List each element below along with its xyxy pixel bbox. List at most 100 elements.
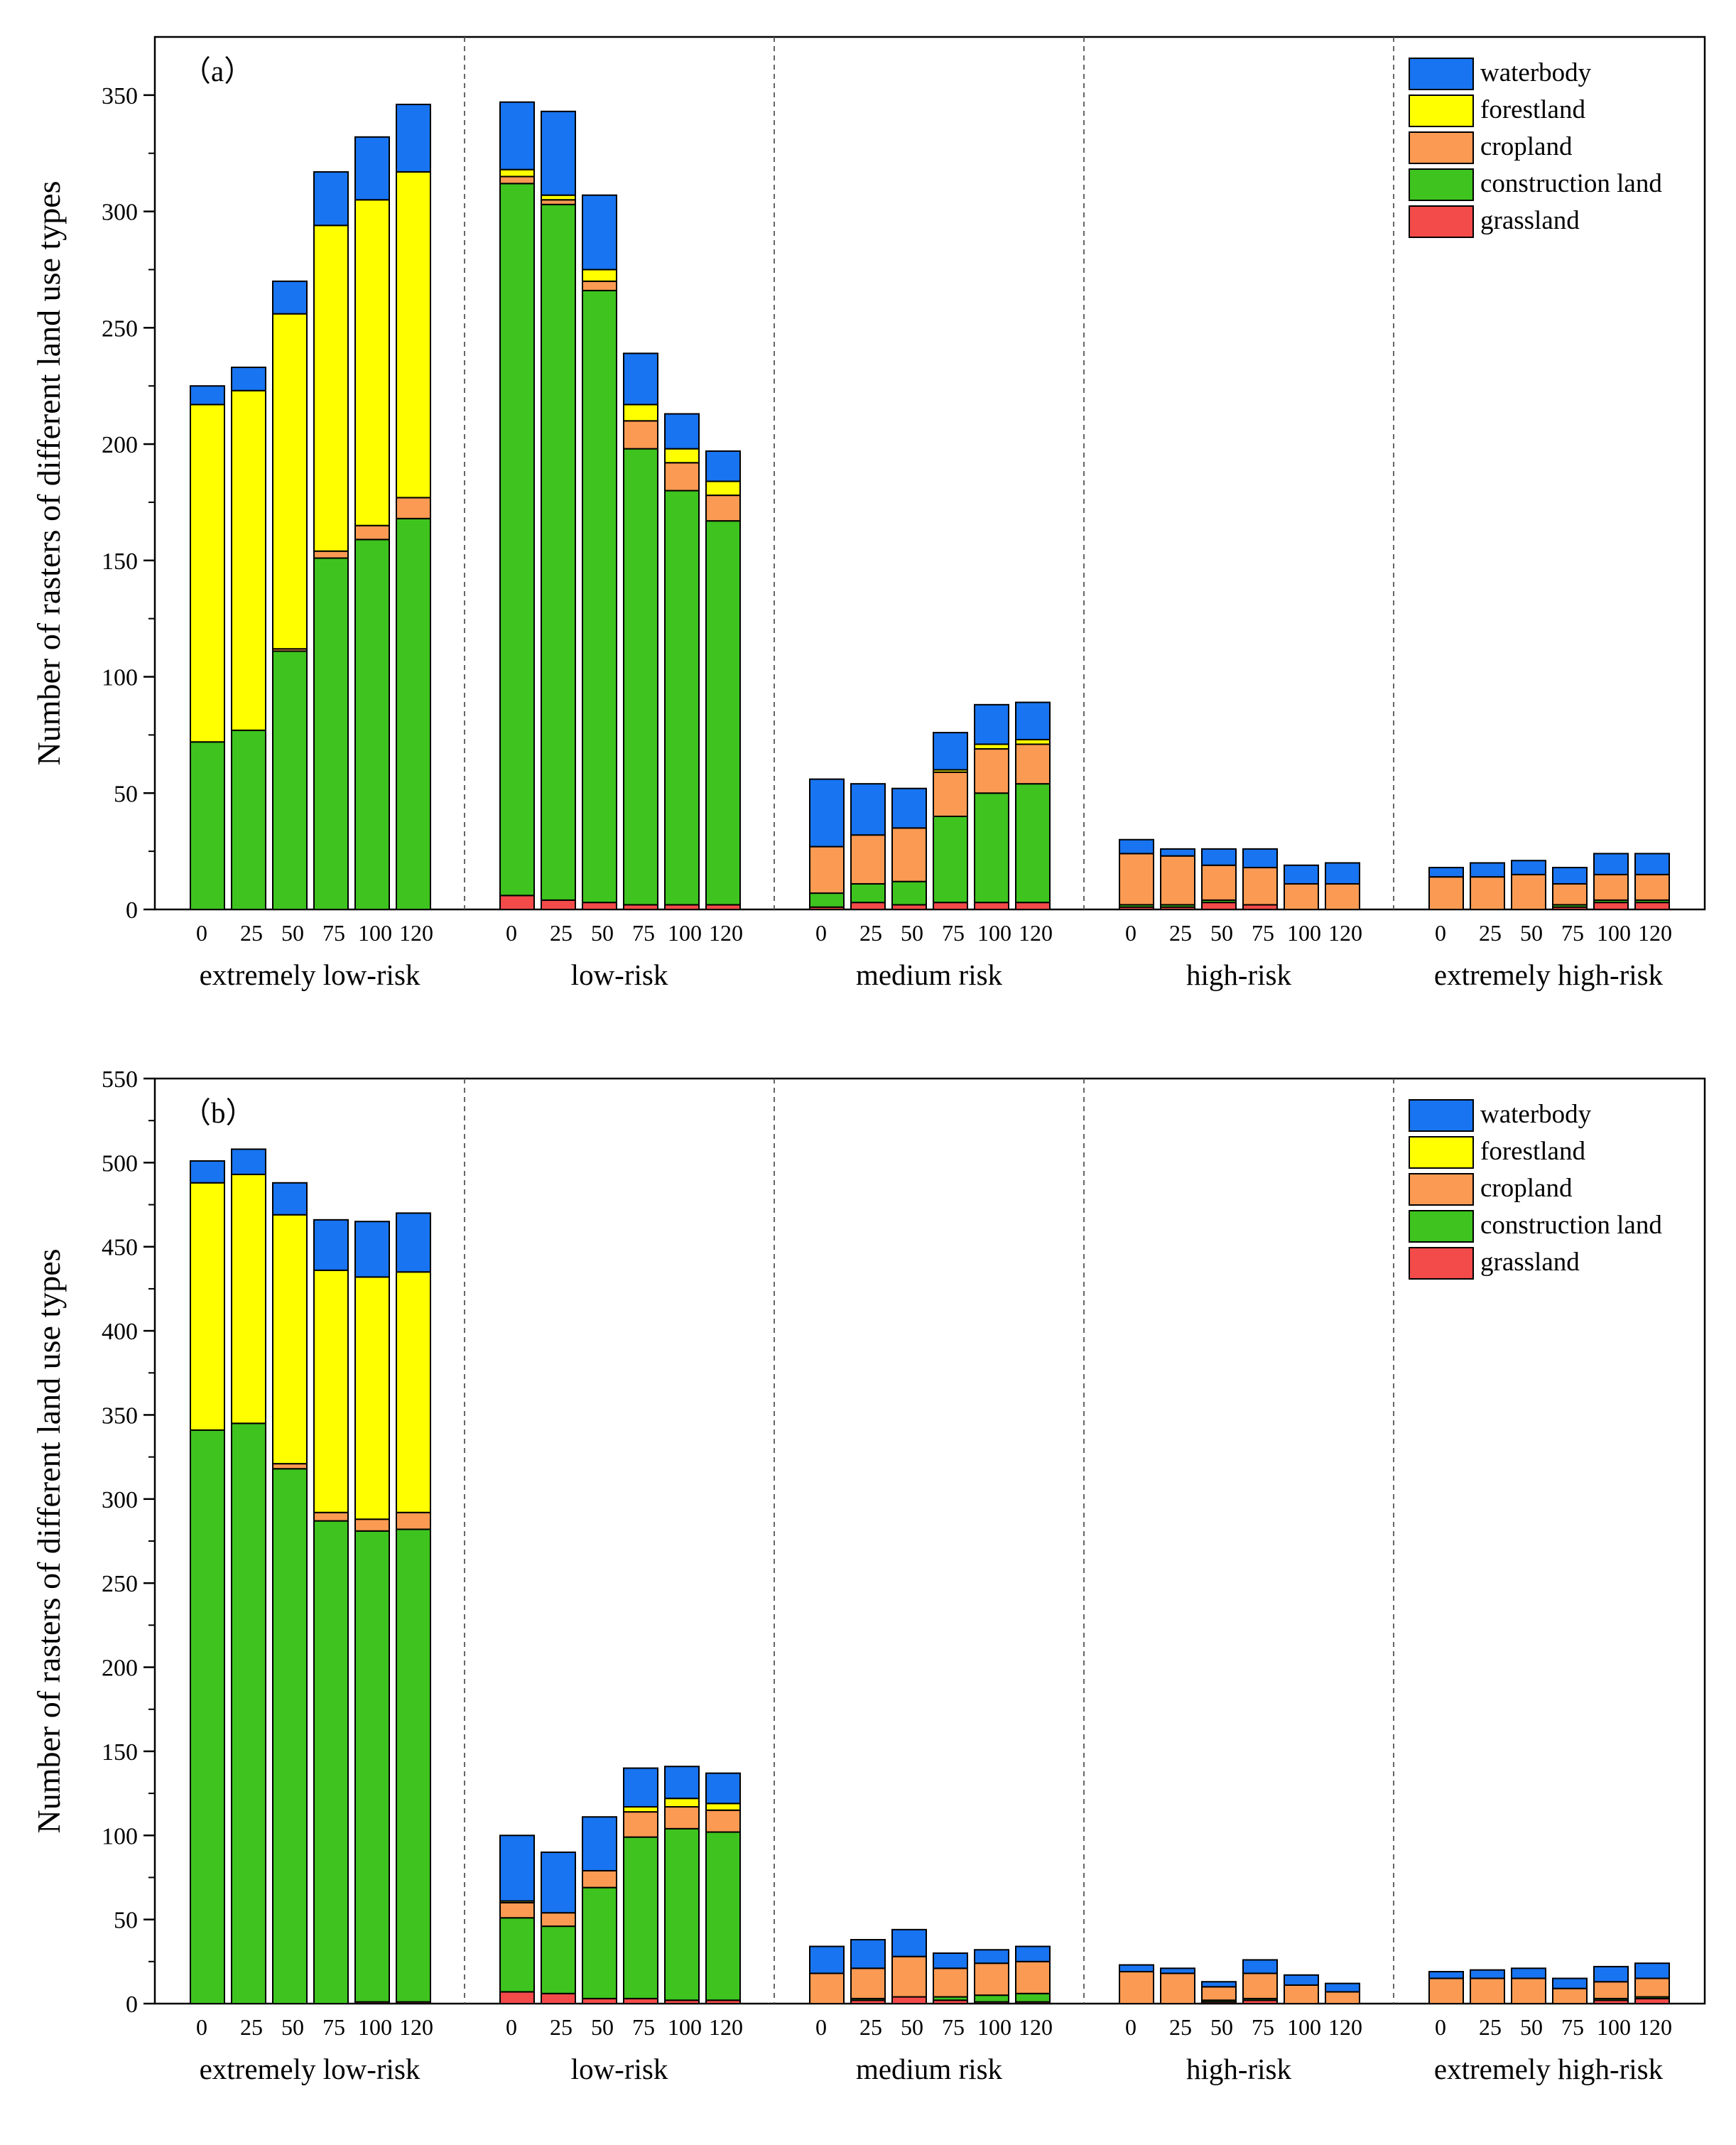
legend-swatch-grassland	[1409, 1247, 1474, 1280]
bar-segment-extremely-low-risk-75-waterbody	[313, 171, 349, 227]
y-tick-label: 350	[102, 83, 138, 109]
bar-segment-low-risk-75-forestland	[623, 404, 658, 422]
x-tick-label: 100	[977, 920, 1011, 946]
bar-segment-medium-risk-100-construction-land	[974, 1994, 1009, 2003]
bar-segment-extremely-high-risk-120-grassland	[1634, 902, 1670, 911]
bar-segment-extremely-high-risk-50-cropland	[1511, 873, 1546, 911]
bar-segment-extremely-high-risk-75-waterbody	[1552, 867, 1588, 885]
bar-segment-low-risk-100-construction-land	[664, 490, 700, 906]
bar-segment-extremely-high-risk-75-waterbody	[1552, 1977, 1588, 1989]
x-tick-label: 100	[1597, 2014, 1631, 2040]
bar-segment-extremely-low-risk-120-waterbody	[396, 103, 431, 173]
bar-segment-low-risk-0-waterbody	[499, 101, 535, 171]
bar-segment-low-risk-100-cropland	[664, 462, 700, 492]
bar-segment-medium-risk-0-cropland	[809, 845, 845, 895]
bar-segment-medium-risk-25-waterbody	[850, 783, 886, 836]
x-tick-label: 75	[322, 920, 345, 946]
bar-segment-extremely-high-risk-0-waterbody	[1428, 867, 1464, 878]
y-tick-label: 100	[102, 1823, 138, 1849]
x-tick-label: 0	[196, 2014, 207, 2040]
x-tick-label: 25	[1169, 920, 1192, 946]
bar-segment-high-risk-100-cropland	[1284, 882, 1319, 910]
bar-segment-extremely-low-risk-100-cropland	[354, 1518, 390, 1532]
x-tick-label: 120	[709, 2014, 743, 2040]
bar-segment-medium-risk-25-grassland	[850, 902, 886, 911]
bar-segment-extremely-low-risk-25-construction-land	[231, 729, 266, 911]
bar-segment-medium-risk-120-waterbody	[1015, 1945, 1051, 1962]
group-label-extremely-high-risk: extremely high-risk	[1434, 958, 1664, 991]
bar-segment-extremely-high-risk-100-grassland	[1593, 902, 1629, 911]
bar-segment-low-risk-0-construction-land	[499, 183, 535, 897]
bar-segment-extremely-high-risk-100-waterbody	[1593, 1965, 1629, 1983]
y-tick-label: 400	[102, 1319, 138, 1345]
y-tick-label: 250	[102, 315, 138, 342]
legend-label-waterbody: waterbody	[1480, 1100, 1592, 1129]
bar-segment-low-risk-75-grassland	[623, 1997, 658, 2005]
bar-segment-extremely-high-risk-50-waterbody	[1511, 1967, 1546, 1979]
bar-segment-extremely-high-risk-25-waterbody	[1470, 1969, 1505, 1979]
x-tick-label: 120	[1638, 2014, 1672, 2040]
bar-segment-high-risk-120-cropland	[1325, 1991, 1360, 2005]
x-tick-label: 100	[1287, 2014, 1321, 2040]
bar-segment-extremely-high-risk-0-cropland	[1428, 876, 1464, 910]
x-tick-label: 75	[1252, 920, 1274, 946]
bar-segment-low-risk-100-construction-land	[664, 1827, 700, 2001]
bar-segment-medium-risk-75-cropland	[933, 1967, 968, 1998]
bar-segment-low-risk-25-grassland	[541, 1992, 576, 2005]
bar-segment-high-risk-0-waterbody	[1119, 1964, 1154, 1973]
y-axis-label: Number of rasters of different land use …	[31, 180, 67, 765]
legend-label-forestland: forestland	[1480, 95, 1585, 124]
x-tick-label: 25	[1169, 2014, 1192, 2040]
legend-swatch-forestland	[1409, 94, 1474, 127]
y-tick-label: 450	[102, 1235, 138, 1261]
x-tick-label: 0	[1125, 2014, 1136, 2040]
x-tick-label: 120	[709, 920, 743, 946]
group-label-extremely-high-risk: extremely high-risk	[1434, 2053, 1664, 2085]
y-tick-label: 150	[102, 1739, 138, 1766]
bar-segment-extremely-low-risk-50-waterbody	[272, 280, 308, 315]
bar-segment-low-risk-25-waterbody	[541, 110, 576, 196]
bar-segment-medium-risk-120-grassland	[1015, 902, 1051, 911]
bar-segment-extremely-high-risk-50-waterbody	[1511, 860, 1546, 875]
group-label-extremely-low-risk: extremely low-risk	[200, 2053, 421, 2085]
bar-segment-extremely-low-risk-50-cropland	[272, 1463, 308, 1470]
bar-segment-medium-risk-100-cropland	[974, 748, 1009, 794]
bar-segment-extremely-high-risk-120-cropland	[1634, 873, 1670, 901]
x-tick-label: 25	[859, 920, 882, 946]
bar-segment-high-risk-25-cropland	[1160, 1972, 1195, 2005]
x-tick-label: 50	[1520, 2014, 1543, 2040]
bar-segment-low-risk-75-construction-land	[623, 1836, 658, 1999]
bar-segment-medium-risk-50-waterbody	[891, 787, 927, 829]
bar-segment-medium-risk-75-construction-land	[933, 816, 968, 904]
bar-segment-extremely-high-risk-120-cropland	[1634, 1977, 1670, 1998]
bar-segment-high-risk-120-waterbody	[1325, 1982, 1360, 1993]
bar-segment-extremely-low-risk-100-construction-land	[354, 539, 390, 910]
bar-segment-extremely-low-risk-25-waterbody	[231, 367, 266, 391]
legend-label-grassland: grassland	[1480, 1248, 1580, 1277]
bar-segment-extremely-low-risk-0-forestland	[190, 1182, 225, 1431]
bar-segment-high-risk-25-cropland	[1160, 855, 1195, 906]
x-tick-label: 25	[240, 920, 263, 946]
bar-segment-high-risk-0-waterbody	[1119, 838, 1154, 855]
x-tick-label: 100	[668, 920, 702, 946]
x-tick-label: 100	[358, 2014, 392, 2040]
x-tick-label: 25	[550, 2014, 573, 2040]
group-label-medium-risk: medium risk	[856, 958, 1003, 991]
x-tick-label: 0	[196, 920, 207, 946]
group-label-low-risk: low-risk	[571, 2053, 668, 2085]
x-tick-label: 75	[942, 2014, 965, 2040]
bar-segment-low-risk-0-cropland	[499, 175, 535, 185]
legend-label-forestland: forestland	[1480, 1137, 1585, 1166]
bar-segment-medium-risk-100-construction-land	[974, 792, 1009, 904]
bar-segment-low-risk-50-waterbody	[582, 1816, 617, 1871]
x-tick-label: 75	[1561, 920, 1584, 946]
bar-segment-high-risk-0-cropland	[1119, 1971, 1154, 2004]
bar-segment-high-risk-75-waterbody	[1242, 1959, 1278, 1974]
bar-segment-extremely-high-risk-25-cropland	[1470, 876, 1505, 910]
y-tick-label: 500	[102, 1150, 138, 1177]
group-label-high-risk: high-risk	[1186, 958, 1292, 991]
bar-segment-extremely-high-risk-75-cropland	[1552, 1987, 1588, 2005]
x-tick-label: 100	[358, 920, 392, 946]
legend-swatch-waterbody	[1409, 58, 1474, 90]
bar-segment-extremely-low-risk-0-waterbody	[190, 385, 225, 406]
